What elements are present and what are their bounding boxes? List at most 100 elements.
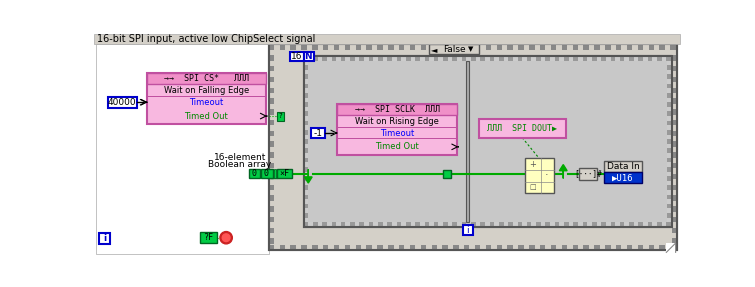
Bar: [541, 222, 545, 227]
Bar: [96, 44, 269, 254]
Bar: [672, 61, 677, 66]
Bar: [426, 44, 432, 50]
Bar: [584, 44, 589, 50]
Bar: [572, 44, 578, 50]
Bar: [667, 243, 676, 252]
Bar: [269, 238, 274, 244]
Bar: [606, 222, 611, 227]
Bar: [371, 44, 378, 50]
Bar: [269, 195, 274, 201]
Bar: [399, 245, 405, 250]
Bar: [337, 104, 457, 115]
Bar: [291, 44, 296, 50]
Bar: [429, 222, 434, 227]
Bar: [439, 56, 443, 61]
Bar: [304, 195, 308, 199]
Bar: [269, 168, 274, 174]
Bar: [664, 245, 670, 250]
Bar: [346, 222, 350, 227]
Bar: [304, 144, 308, 148]
Bar: [356, 245, 361, 250]
Bar: [657, 222, 661, 227]
Bar: [308, 61, 667, 222]
Bar: [269, 50, 274, 55]
Bar: [396, 222, 401, 227]
Bar: [269, 158, 274, 163]
Bar: [374, 222, 378, 227]
Bar: [378, 56, 383, 61]
Bar: [269, 104, 274, 109]
Bar: [336, 222, 341, 227]
Bar: [672, 136, 677, 141]
Bar: [415, 44, 421, 50]
Bar: [604, 162, 642, 172]
Bar: [594, 245, 599, 250]
Bar: [432, 44, 437, 50]
Bar: [432, 245, 437, 250]
Bar: [274, 44, 279, 50]
Text: [···]#: [···]#: [574, 169, 602, 178]
Bar: [667, 222, 671, 227]
Bar: [672, 217, 677, 222]
Bar: [599, 245, 605, 250]
Bar: [279, 44, 285, 50]
Bar: [611, 222, 615, 227]
Bar: [304, 172, 308, 176]
Bar: [601, 222, 606, 227]
Bar: [269, 98, 274, 104]
Bar: [426, 245, 432, 250]
Bar: [584, 245, 589, 250]
Bar: [350, 245, 356, 250]
Bar: [672, 115, 677, 120]
Bar: [624, 56, 629, 61]
Bar: [667, 130, 672, 135]
Bar: [304, 84, 308, 88]
Bar: [504, 56, 508, 61]
Bar: [513, 56, 517, 61]
Bar: [304, 167, 308, 172]
Bar: [200, 232, 217, 243]
Text: ▼: ▼: [468, 46, 473, 53]
Bar: [667, 167, 672, 172]
Bar: [261, 169, 273, 179]
Bar: [304, 218, 308, 222]
Bar: [269, 217, 274, 222]
Bar: [545, 44, 551, 50]
Bar: [147, 73, 266, 124]
Bar: [652, 56, 657, 61]
Bar: [672, 82, 677, 88]
Bar: [147, 84, 266, 85]
Bar: [672, 77, 677, 82]
Bar: [504, 222, 508, 227]
Bar: [339, 245, 345, 250]
Bar: [383, 222, 387, 227]
Bar: [559, 222, 564, 227]
Bar: [269, 201, 274, 206]
Bar: [672, 212, 677, 217]
Bar: [611, 56, 615, 61]
Bar: [464, 44, 470, 50]
Bar: [276, 169, 292, 179]
Bar: [457, 222, 462, 227]
Bar: [652, 222, 657, 227]
Bar: [147, 96, 266, 97]
Bar: [485, 222, 490, 227]
Bar: [589, 44, 594, 50]
Text: 16: 16: [291, 52, 303, 61]
Bar: [304, 56, 672, 227]
Bar: [437, 245, 442, 250]
Bar: [524, 245, 529, 250]
Bar: [269, 109, 274, 115]
Bar: [94, 34, 680, 44]
Bar: [467, 56, 471, 61]
Text: Data In: Data In: [606, 162, 639, 171]
Bar: [492, 44, 497, 50]
Bar: [429, 56, 434, 61]
Bar: [672, 168, 677, 174]
Bar: [583, 56, 587, 61]
Bar: [421, 44, 426, 50]
Bar: [346, 56, 350, 61]
Bar: [269, 190, 274, 195]
Bar: [393, 245, 399, 250]
Bar: [355, 56, 359, 61]
